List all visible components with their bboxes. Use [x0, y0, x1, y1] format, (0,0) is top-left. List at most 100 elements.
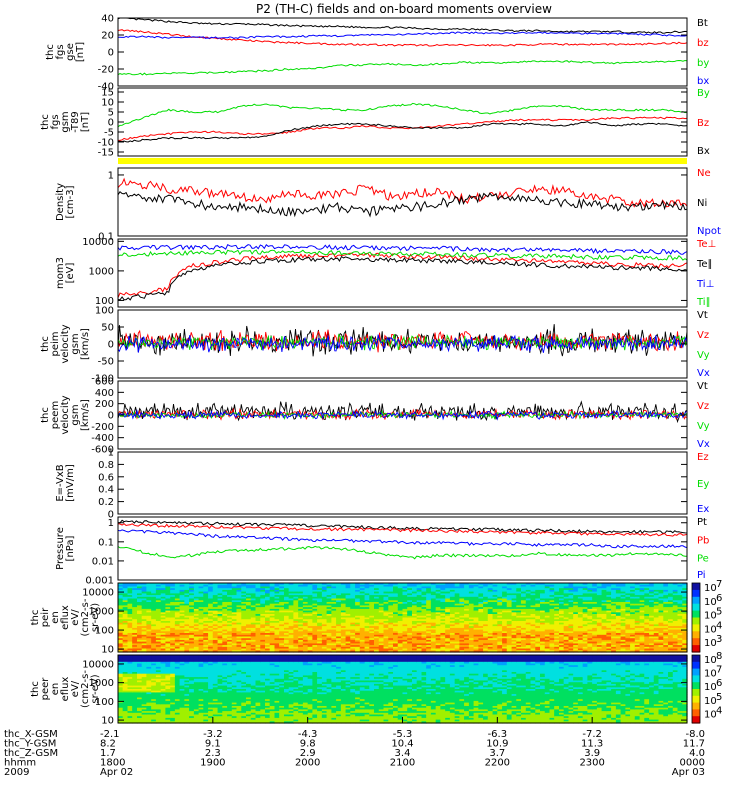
heatmap-cell: [331, 650, 337, 653]
heatmap-cell: [449, 634, 456, 638]
heatmap-cell: [668, 584, 674, 587]
heatmap-cell: [478, 608, 484, 612]
heatmap-cell: [151, 589, 157, 593]
heatmap-cell: [179, 591, 185, 594]
heatmap-cell: [559, 650, 565, 653]
heatmap-cell: [331, 615, 337, 619]
heatmap-cell: [573, 598, 579, 601]
heatmap-cell: [383, 648, 389, 651]
heatmap-cell: [596, 607, 603, 610]
heatmap-cell: [606, 588, 612, 591]
heatmap-cell: [549, 584, 555, 587]
heatmap-cell: [246, 591, 252, 594]
heatmap-cell: [122, 584, 128, 587]
heatmap-cell: [369, 615, 375, 619]
heatmap-cell: [345, 639, 351, 643]
heatmap-cell: [274, 634, 280, 638]
heatmap-cell: [331, 612, 337, 615]
heatmap-cell: [449, 631, 456, 634]
heatmap-cell: [615, 605, 622, 608]
heatmap-cell: [151, 614, 157, 617]
heatmap-cell: [502, 595, 508, 598]
heatmap-cell: [445, 639, 451, 643]
heatmap-cell: [634, 634, 641, 638]
heatmap-cell: [611, 627, 617, 631]
heatmap-cell: [544, 603, 551, 606]
heatmap-cell: [630, 648, 636, 651]
heatmap-cell: [634, 596, 641, 600]
heatmap-cell: [516, 615, 522, 619]
heatmap-cell: [668, 626, 674, 629]
heatmap-cell: [374, 588, 380, 591]
heatmap-cell: [511, 603, 517, 606]
heatmap-cell: [312, 600, 318, 603]
heatmap-cell: [374, 641, 380, 644]
heatmap-cell: [402, 596, 408, 600]
heatmap-cell: [577, 614, 584, 617]
heatmap-cell: [563, 615, 569, 619]
heatmap-cell: [336, 591, 342, 594]
heatmap-cell: [535, 638, 541, 641]
heatmap-cell: [540, 646, 546, 650]
heatmap-cell: [345, 615, 351, 619]
heatmap-cell: [516, 646, 522, 650]
heatmap-cell: [388, 584, 394, 587]
heatmap-cell: [421, 639, 427, 643]
heatmap-cell: [260, 638, 266, 641]
heatmap-cell: [644, 621, 650, 624]
heatmap-cell: [378, 596, 385, 600]
heatmap-cell: [435, 593, 441, 596]
heatmap-cell: [336, 634, 342, 638]
heatmap-cell: [212, 598, 219, 601]
heatmap-cell: [592, 619, 598, 622]
heatmap-cell: [274, 621, 280, 624]
heatmap-cell: [355, 650, 361, 653]
heatmap-cell: [179, 612, 185, 615]
heatmap-cell: [634, 636, 641, 639]
heatmap-cell: [160, 584, 166, 587]
heatmap-cell: [302, 595, 309, 598]
series-line-Bx: [118, 121, 688, 143]
heatmap-cell: [265, 624, 271, 627]
heatmap-cell: [132, 641, 138, 644]
heatmap-cell: [639, 648, 645, 651]
heatmap-cell: [478, 639, 484, 643]
heatmap-cell: [189, 602, 195, 605]
heatmap-cell: [359, 634, 366, 638]
heatmap-cell: [639, 631, 645, 634]
heatmap-cell: [222, 634, 228, 638]
heatmap-cell: [246, 633, 252, 636]
heatmap-cell: [388, 605, 394, 608]
heatmap-cell: [521, 591, 527, 594]
y-tick-label: -200: [91, 422, 114, 433]
heatmap-cell: [137, 610, 143, 613]
heatmap-cell: [483, 600, 489, 603]
heatmap-cell: [521, 615, 527, 619]
heatmap-cell: [369, 624, 375, 627]
heatmap-cell: [630, 602, 636, 605]
heatmap-cell: [549, 614, 555, 617]
heatmap-cell: [284, 615, 290, 619]
heatmap-cell: [359, 591, 366, 594]
heatmap-cell: [440, 633, 446, 636]
heatmap-cell: [127, 645, 133, 648]
heatmap-cell: [402, 633, 408, 636]
heatmap-cell: [653, 583, 660, 586]
heatmap-cell: [146, 595, 152, 598]
heatmap-cell: [473, 621, 479, 624]
heatmap-cell: [525, 589, 532, 593]
heatmap-cell: [412, 593, 418, 596]
heatmap-cell: [151, 603, 157, 606]
heatmap-cell: [122, 608, 128, 612]
heatmap-cell: [540, 645, 546, 648]
heatmap-cell: [559, 593, 565, 596]
heatmap-cell: [483, 589, 489, 593]
heatmap-cell: [430, 596, 437, 600]
heatmap-cell: [554, 638, 560, 641]
heatmap-cell: [355, 607, 361, 610]
heatmap-cell: [540, 619, 546, 622]
heatmap-cell: [293, 631, 299, 634]
heatmap-cell: [397, 608, 404, 612]
heatmap-cell: [203, 598, 209, 601]
